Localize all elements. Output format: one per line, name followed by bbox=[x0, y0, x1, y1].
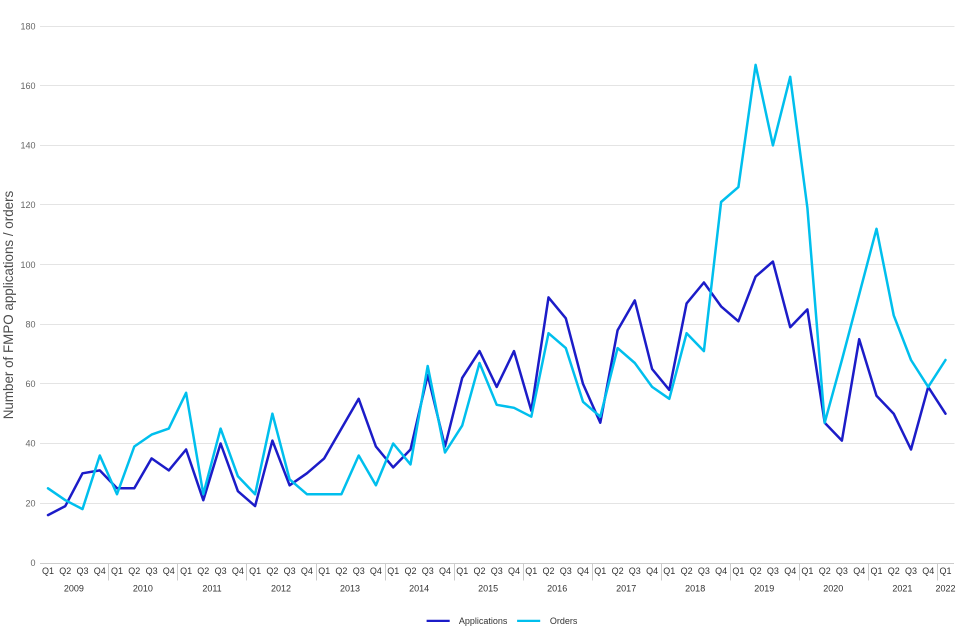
svg-text:Q1: Q1 bbox=[525, 566, 537, 576]
svg-text:40: 40 bbox=[25, 439, 35, 449]
svg-text:Q2: Q2 bbox=[612, 566, 624, 576]
svg-text:Q3: Q3 bbox=[215, 566, 227, 576]
svg-text:2016: 2016 bbox=[547, 583, 567, 593]
svg-text:Q2: Q2 bbox=[542, 566, 554, 576]
svg-text:Q1: Q1 bbox=[870, 566, 882, 576]
svg-text:2021: 2021 bbox=[892, 583, 912, 593]
svg-text:Number of FMPO applications /: Number of FMPO applications / orders bbox=[1, 190, 16, 419]
svg-text:Q3: Q3 bbox=[767, 566, 779, 576]
svg-text:Q2: Q2 bbox=[59, 566, 71, 576]
svg-text:Q3: Q3 bbox=[629, 566, 641, 576]
svg-text:Q2: Q2 bbox=[197, 566, 209, 576]
svg-text:Q4: Q4 bbox=[508, 566, 520, 576]
svg-text:Q1: Q1 bbox=[249, 566, 261, 576]
svg-text:80: 80 bbox=[25, 320, 35, 330]
svg-text:Q2: Q2 bbox=[266, 566, 278, 576]
svg-text:140: 140 bbox=[20, 141, 35, 151]
svg-text:Q2: Q2 bbox=[750, 566, 762, 576]
svg-text:Q4: Q4 bbox=[715, 566, 727, 576]
svg-text:2009: 2009 bbox=[64, 583, 84, 593]
svg-text:100: 100 bbox=[20, 260, 35, 270]
svg-text:2022: 2022 bbox=[935, 583, 955, 593]
svg-text:Q4: Q4 bbox=[232, 566, 244, 576]
svg-text:Q1: Q1 bbox=[318, 566, 330, 576]
svg-text:Q1: Q1 bbox=[42, 566, 54, 576]
svg-text:120: 120 bbox=[20, 200, 35, 210]
svg-text:Q1: Q1 bbox=[801, 566, 813, 576]
svg-text:Q3: Q3 bbox=[76, 566, 88, 576]
svg-text:Q1: Q1 bbox=[939, 566, 951, 576]
svg-text:Q2: Q2 bbox=[819, 566, 831, 576]
svg-text:160: 160 bbox=[20, 81, 35, 91]
svg-text:Q4: Q4 bbox=[370, 566, 382, 576]
svg-text:2018: 2018 bbox=[685, 583, 705, 593]
svg-text:0: 0 bbox=[30, 558, 35, 568]
svg-text:60: 60 bbox=[25, 379, 35, 389]
svg-text:Q3: Q3 bbox=[353, 566, 365, 576]
svg-text:Q4: Q4 bbox=[163, 566, 175, 576]
svg-text:2015: 2015 bbox=[478, 583, 498, 593]
svg-text:Q2: Q2 bbox=[404, 566, 416, 576]
svg-text:Q3: Q3 bbox=[905, 566, 917, 576]
svg-text:2012: 2012 bbox=[271, 583, 291, 593]
svg-text:2020: 2020 bbox=[823, 583, 843, 593]
svg-text:Q2: Q2 bbox=[888, 566, 900, 576]
svg-text:Q4: Q4 bbox=[646, 566, 658, 576]
svg-text:Applications: Applications bbox=[459, 616, 508, 626]
svg-text:Q3: Q3 bbox=[560, 566, 572, 576]
svg-text:Q4: Q4 bbox=[784, 566, 796, 576]
svg-text:Orders: Orders bbox=[550, 616, 578, 626]
svg-text:2010: 2010 bbox=[133, 583, 153, 593]
svg-text:2014: 2014 bbox=[409, 583, 429, 593]
svg-text:Q1: Q1 bbox=[111, 566, 123, 576]
svg-text:180: 180 bbox=[20, 21, 35, 31]
svg-text:Q2: Q2 bbox=[681, 566, 693, 576]
svg-text:2019: 2019 bbox=[754, 583, 774, 593]
svg-text:Q2: Q2 bbox=[128, 566, 140, 576]
svg-text:Q1: Q1 bbox=[180, 566, 192, 576]
svg-text:Q4: Q4 bbox=[853, 566, 865, 576]
svg-text:Q4: Q4 bbox=[439, 566, 451, 576]
svg-text:20: 20 bbox=[25, 498, 35, 508]
svg-text:2017: 2017 bbox=[616, 583, 636, 593]
svg-text:Q4: Q4 bbox=[577, 566, 589, 576]
svg-text:Q4: Q4 bbox=[301, 566, 313, 576]
svg-text:2013: 2013 bbox=[340, 583, 360, 593]
svg-text:Q3: Q3 bbox=[422, 566, 434, 576]
svg-text:Q3: Q3 bbox=[836, 566, 848, 576]
svg-text:Q2: Q2 bbox=[473, 566, 485, 576]
svg-text:Q1: Q1 bbox=[456, 566, 468, 576]
svg-text:2011: 2011 bbox=[202, 583, 221, 593]
svg-text:Q3: Q3 bbox=[491, 566, 503, 576]
svg-text:Q1: Q1 bbox=[663, 566, 675, 576]
svg-text:Q4: Q4 bbox=[94, 566, 106, 576]
svg-text:Q3: Q3 bbox=[284, 566, 296, 576]
svg-text:Q1: Q1 bbox=[594, 566, 606, 576]
svg-text:Q3: Q3 bbox=[146, 566, 158, 576]
svg-text:Q1: Q1 bbox=[732, 566, 744, 576]
svg-text:Q3: Q3 bbox=[698, 566, 710, 576]
svg-text:Q2: Q2 bbox=[335, 566, 347, 576]
svg-text:Q4: Q4 bbox=[922, 566, 934, 576]
svg-text:Q1: Q1 bbox=[387, 566, 399, 576]
